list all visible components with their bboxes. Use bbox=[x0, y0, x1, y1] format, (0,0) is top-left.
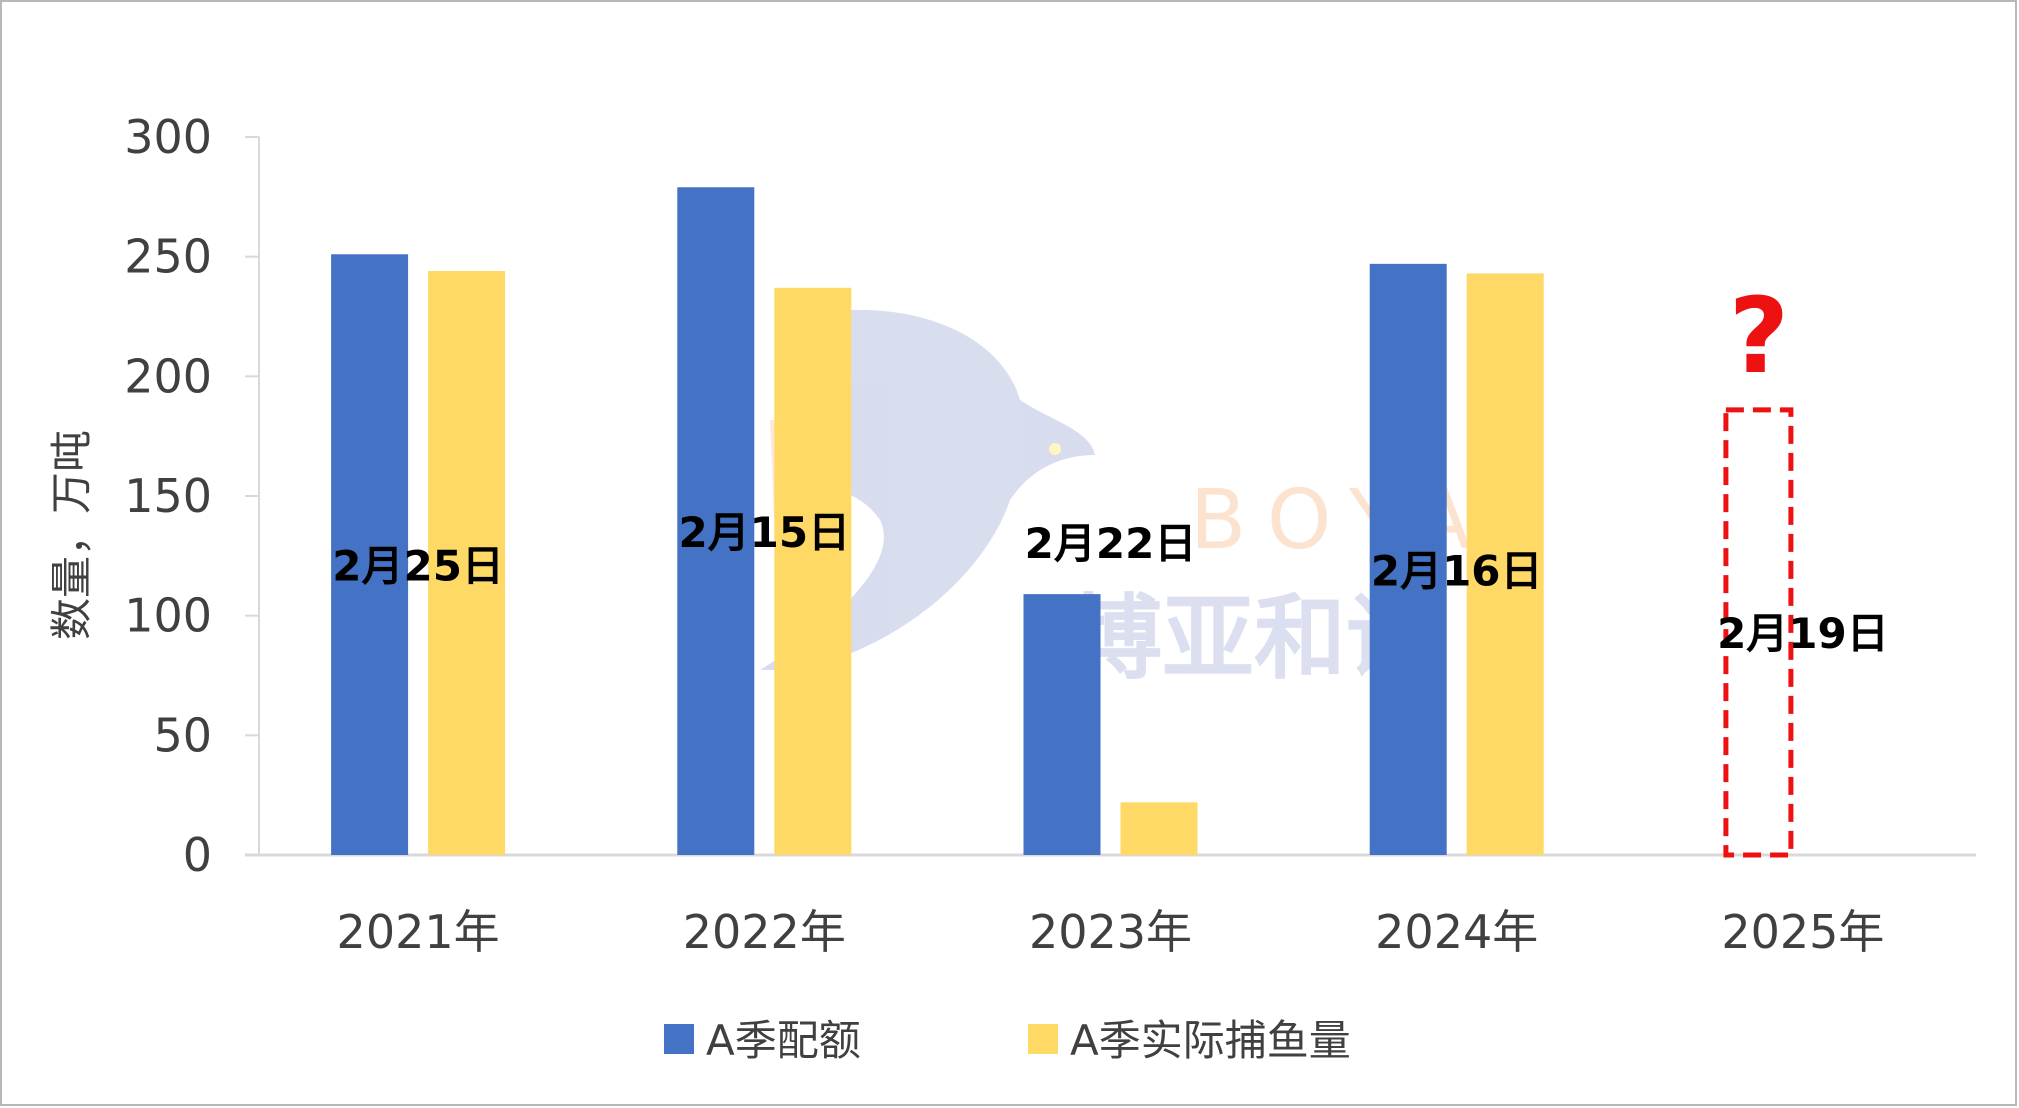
bar-series-b bbox=[1466, 273, 1544, 855]
legend-label-b: A季实际捕鱼量 bbox=[1070, 1016, 1351, 1065]
bar-series-b bbox=[1120, 802, 1198, 855]
date-annotation: 2月15日 bbox=[678, 508, 850, 557]
y-axis-title: 数量，万吨 bbox=[47, 430, 96, 640]
question-mark: ? bbox=[1729, 275, 1789, 397]
y-tick-label: 100 bbox=[124, 589, 212, 643]
y-tick-label: 150 bbox=[124, 469, 212, 523]
legend-swatch-a bbox=[664, 1024, 694, 1054]
legend-swatch-b bbox=[1028, 1024, 1058, 1054]
bars: ? bbox=[331, 187, 1794, 858]
bar-series-b bbox=[428, 271, 506, 855]
date-annotation: 2月16日 bbox=[1371, 546, 1543, 595]
bar-series-a bbox=[1369, 263, 1447, 855]
bar-series-b bbox=[774, 287, 852, 855]
legend: A季配额 A季实际捕鱼量 bbox=[664, 1016, 1351, 1065]
x-tick-label: 2024年 bbox=[1375, 905, 1538, 959]
y-tick-label: 200 bbox=[124, 349, 212, 403]
bar-series-a bbox=[1023, 594, 1101, 855]
y-tick-label: 50 bbox=[153, 708, 212, 762]
x-tick-label: 2023年 bbox=[1029, 905, 1192, 959]
x-tick-label: 2022年 bbox=[683, 905, 846, 959]
y-tick-label: 250 bbox=[124, 230, 212, 284]
date-annotations: 2月25日 2月15日 2月22日 2月16日 2月19日 bbox=[332, 508, 1888, 658]
y-tick-label: 300 bbox=[124, 110, 212, 164]
date-annotation: 2月25日 bbox=[332, 542, 504, 591]
legend-label-a: A季配额 bbox=[706, 1016, 861, 1065]
x-tick-label: 2025年 bbox=[1721, 905, 1884, 959]
bar-series-a bbox=[331, 254, 409, 856]
date-annotation: 2月22日 bbox=[1025, 519, 1197, 568]
y-tick-label: 0 bbox=[183, 828, 212, 882]
date-annotation: 2月19日 bbox=[1717, 609, 1889, 658]
placeholder-bar bbox=[1723, 407, 1794, 858]
bar-series-a bbox=[677, 187, 755, 855]
x-tick-label: 2021年 bbox=[337, 905, 500, 959]
y-axis: 0 50 100 150 200 250 300 bbox=[124, 110, 260, 882]
x-axis: 2021年 2022年 2023年 2024年 2025年 bbox=[337, 905, 1885, 959]
